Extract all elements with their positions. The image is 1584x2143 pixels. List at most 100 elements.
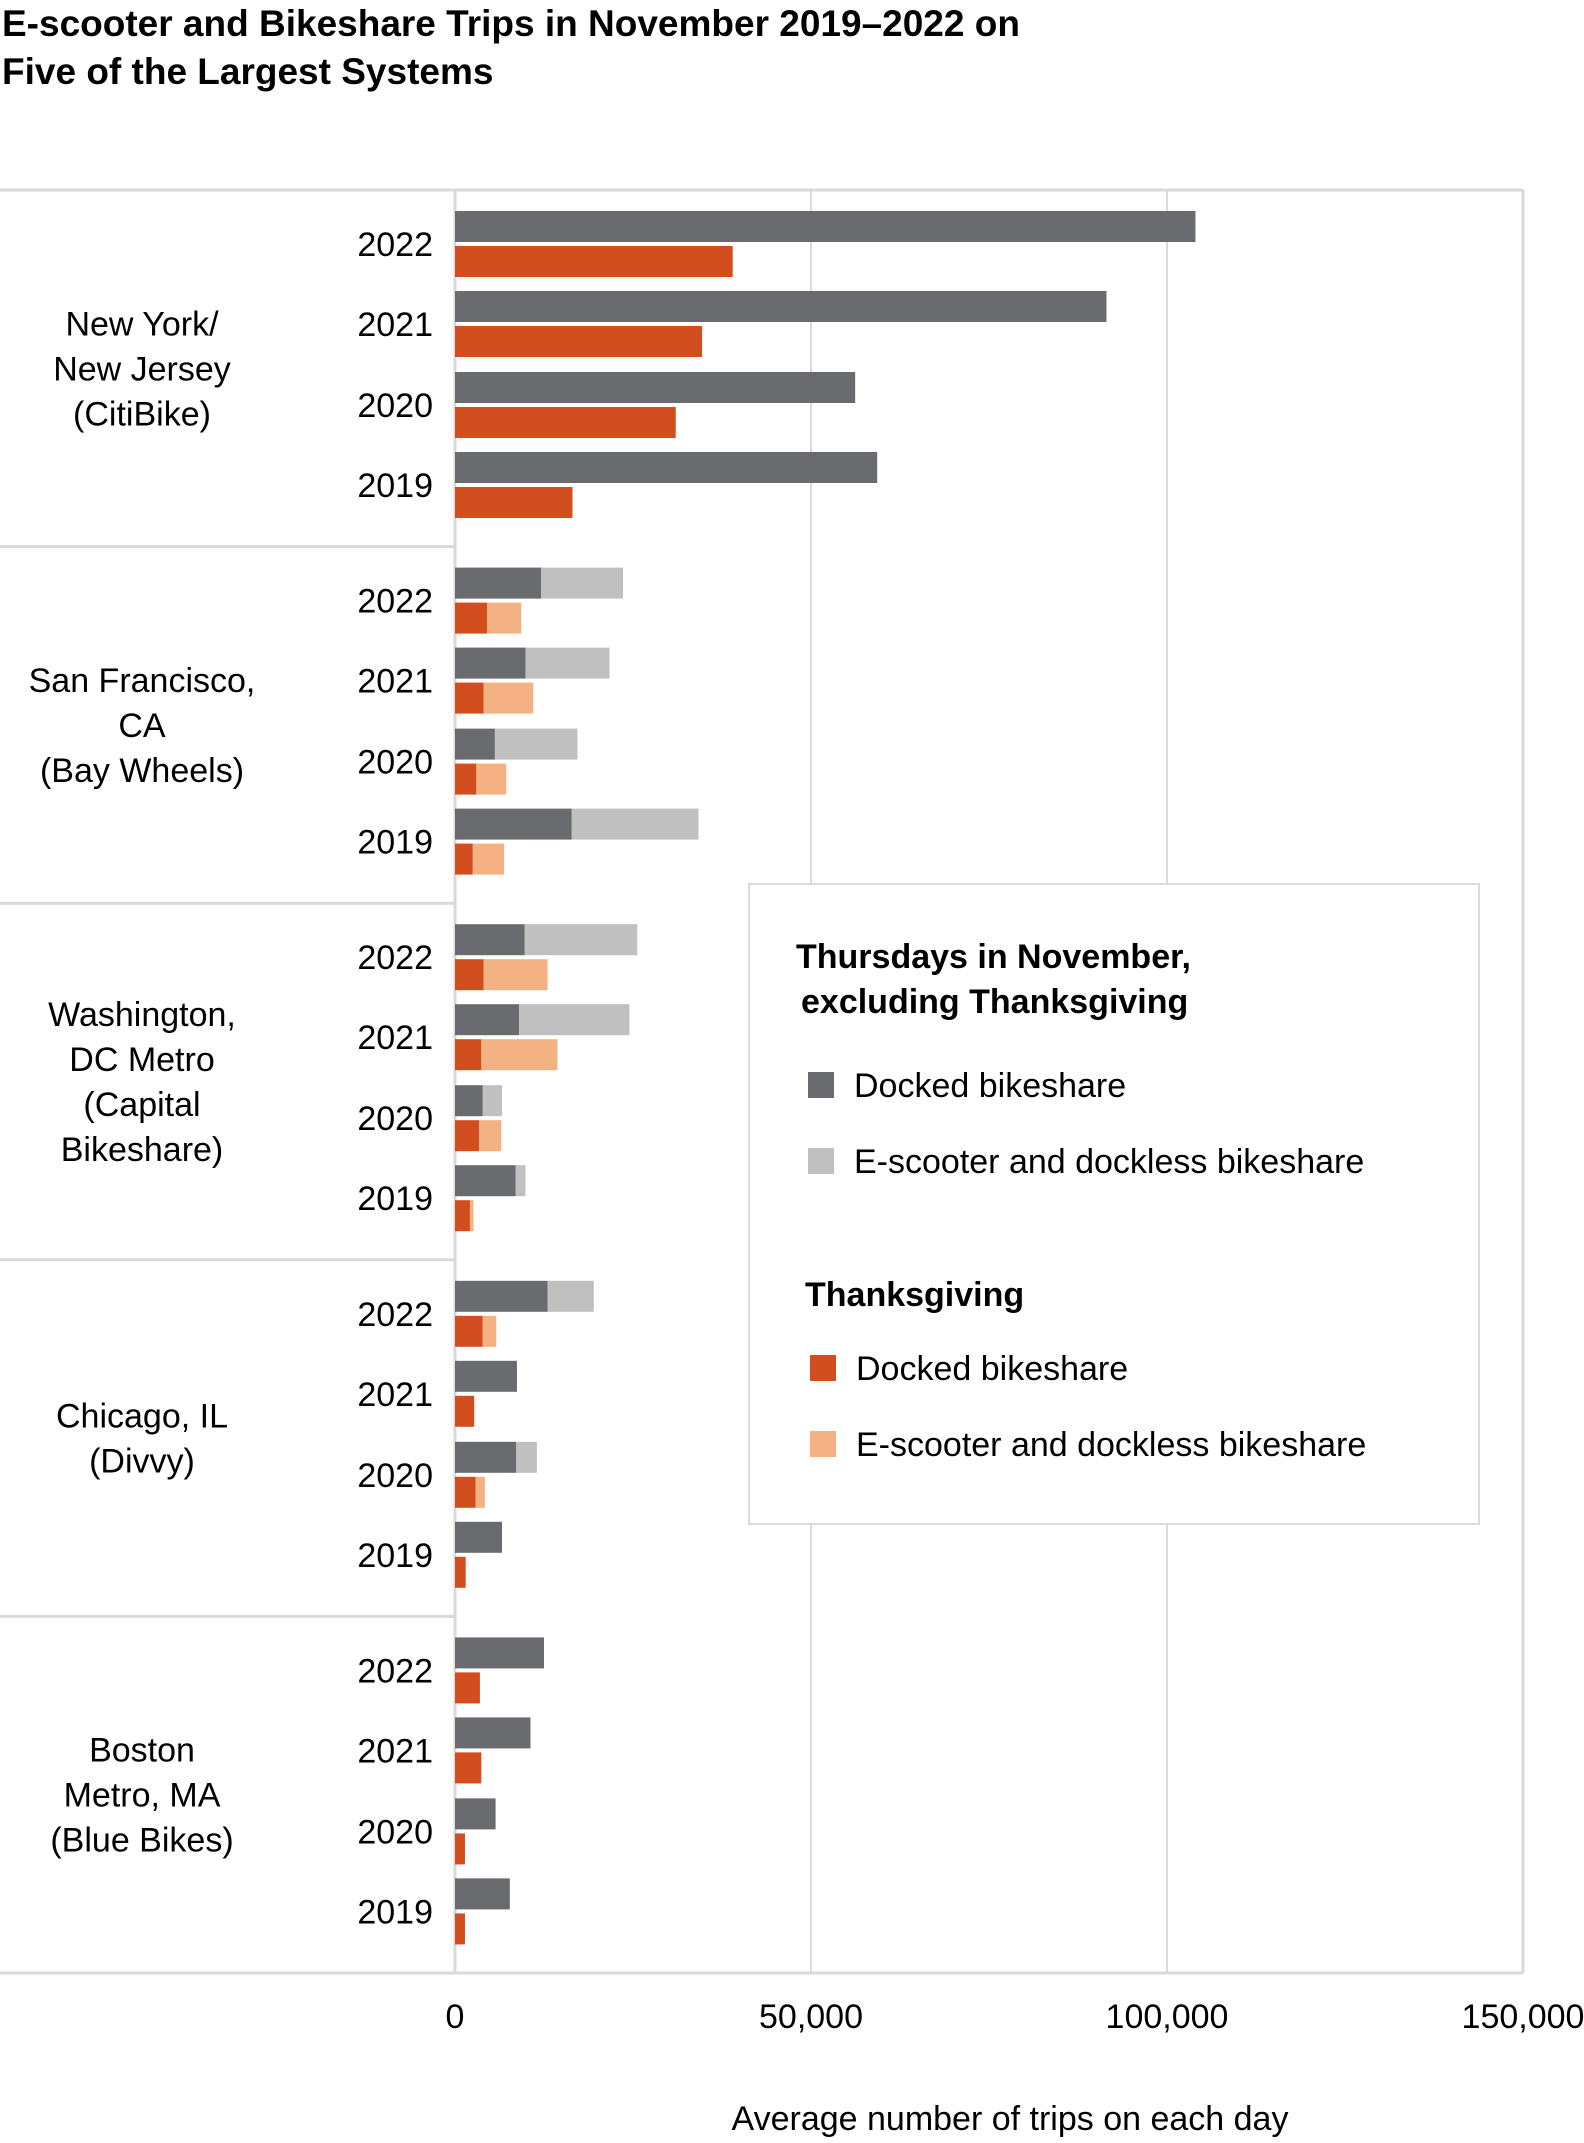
system-label: Bikeshare) — [61, 1131, 224, 1169]
year-label: 2022 — [357, 939, 433, 977]
bar-thursday-docked — [455, 1637, 544, 1669]
bar-thursday-docked — [455, 1441, 517, 1473]
bar-thursday-docked — [455, 924, 525, 956]
bar-thursday-docked — [455, 1878, 510, 1910]
year-label: 2021 — [357, 1019, 433, 1057]
bar-thursday-dockless — [571, 808, 699, 840]
year-label: 2019 — [357, 824, 433, 862]
legend-swatch — [808, 1072, 834, 1098]
legend: Thursdays in November, excluding Thanksgi… — [748, 883, 1480, 1525]
system-label: San Francisco, — [29, 662, 256, 700]
bar-thanksgiving-docked — [455, 1120, 480, 1152]
bar-thanksgiving-docked — [455, 1476, 476, 1508]
plot-frame — [0, 188, 1525, 1975]
year-label: 2021 — [357, 306, 433, 344]
bar-thanksgiving-dockless — [472, 843, 505, 875]
system-label: New Jersey — [53, 350, 231, 388]
bar-thanksgiving-docked — [455, 1913, 465, 1945]
bar-thursday-dockless — [519, 1004, 630, 1036]
system-label: Chicago, IL — [56, 1398, 228, 1436]
bar-thanksgiving-docked — [455, 487, 573, 518]
x-tick-label: 150,000 — [1462, 1998, 1584, 2036]
year-label: 2019 — [357, 1893, 433, 1931]
bar-thanksgiving-docked — [455, 959, 484, 991]
bar-thursday-docked — [455, 567, 542, 599]
legend-swatch — [810, 1431, 836, 1457]
bar-thursday-docked — [455, 1280, 548, 1312]
bar-thanksgiving-docked — [455, 763, 477, 795]
x-tick-label: 0 — [446, 1998, 465, 2036]
bar-thursday-dockless — [524, 924, 638, 956]
bar-thursday-dockless — [525, 647, 610, 679]
bar-thanksgiving-docked — [455, 1752, 482, 1784]
bar-thanksgiving-docked — [455, 407, 676, 438]
bar-thanksgiving-docked — [455, 1315, 483, 1347]
bar-thanksgiving-dockless — [482, 1315, 497, 1347]
bar-thursday-docked — [455, 291, 1107, 322]
bar-thursday-docked — [455, 647, 526, 679]
system-label: Washington, — [48, 996, 236, 1034]
bar-thanksgiving-dockless — [483, 682, 534, 714]
bar-thanksgiving-docked — [455, 843, 473, 875]
year-label: 2019 — [357, 1537, 433, 1575]
legend-item-label: Docked bikeshare — [856, 1350, 1128, 1388]
bar-thanksgiving-docked — [455, 246, 733, 277]
system-label: (CitiBike) — [73, 395, 211, 433]
category-labels: New York/New Jersey (CitiBike) 2022 2021 202… — [29, 226, 433, 1931]
legend-heading: Thanksgiving — [805, 1276, 1024, 1314]
year-label: 2020 — [357, 744, 433, 782]
bar-thanksgiving-docked — [455, 326, 703, 357]
bar-thanksgiving-dockless — [479, 1120, 502, 1152]
year-label: 2021 — [357, 1376, 433, 1414]
system-label: (Divvy) — [89, 1443, 195, 1481]
bar-thanksgiving-docked — [455, 1833, 465, 1865]
bar-thanksgiving-dockless — [483, 959, 548, 991]
year-label: 2019 — [357, 1180, 433, 1218]
bar-thanksgiving-dockless — [475, 1476, 485, 1508]
bar-thanksgiving-docked — [455, 1200, 470, 1232]
bar-thursday-docked — [455, 372, 856, 403]
system-label: DC Metro — [69, 1041, 214, 1079]
bar-thursday-docked — [455, 728, 495, 760]
bar-thanksgiving-dockless — [487, 602, 522, 634]
bar-thanksgiving-docked — [455, 602, 488, 634]
bar-thursday-docked — [455, 1717, 531, 1749]
bar-thursday-docked — [455, 1004, 520, 1036]
year-label: 2020 — [357, 1457, 433, 1495]
bar-thanksgiving-dockless — [476, 763, 507, 795]
bar-thursday-docked — [455, 211, 1196, 242]
legend-box — [748, 883, 1480, 1525]
bar-thursday-dockless — [541, 567, 624, 599]
bar-thursday-docked — [455, 1085, 483, 1117]
year-label: 2022 — [357, 583, 433, 621]
year-label: 2022 — [357, 226, 433, 264]
legend-swatch — [810, 1355, 836, 1381]
legend-item-label: Docked bikeshare — [854, 1067, 1126, 1105]
year-label: 2019 — [357, 467, 433, 505]
legend-heading: excluding Thanksgiving — [801, 983, 1188, 1021]
year-label: 2020 — [357, 1100, 433, 1138]
bar-thanksgiving-docked — [455, 1672, 480, 1704]
bar-thanksgiving-docked — [455, 682, 484, 714]
bar-thursday-dockless — [516, 1441, 537, 1473]
bars — [455, 211, 1196, 1945]
bar-thanksgiving-dockless — [469, 1200, 474, 1232]
bar-thanksgiving-dockless — [481, 1039, 558, 1071]
legend-item-label: E-scooter and dockless bikeshare — [856, 1426, 1366, 1464]
x-tick-label: 50,000 — [759, 1998, 863, 2036]
legend-heading: Thursdays in November, — [796, 938, 1191, 976]
bar-thursday-docked — [455, 1360, 517, 1392]
system-label: (Bay Wheels) — [40, 752, 244, 790]
chart-title: E-scooter and Bikeshare Trips in Novembe… — [2, 3, 1020, 92]
bar-thursday-dockless — [494, 728, 578, 760]
bar-thursday-docked — [455, 452, 878, 483]
x-tick-label: 100,000 — [1106, 1998, 1229, 2036]
year-label: 2022 — [357, 1296, 433, 1334]
bar-thursday-docked — [455, 1521, 502, 1553]
year-label: 2020 — [357, 1813, 433, 1851]
bar-thanksgiving-docked — [455, 1556, 466, 1588]
system-label: CA — [118, 707, 166, 745]
bar-thursday-dockless — [515, 1165, 526, 1197]
system-label: Boston — [89, 1732, 195, 1770]
